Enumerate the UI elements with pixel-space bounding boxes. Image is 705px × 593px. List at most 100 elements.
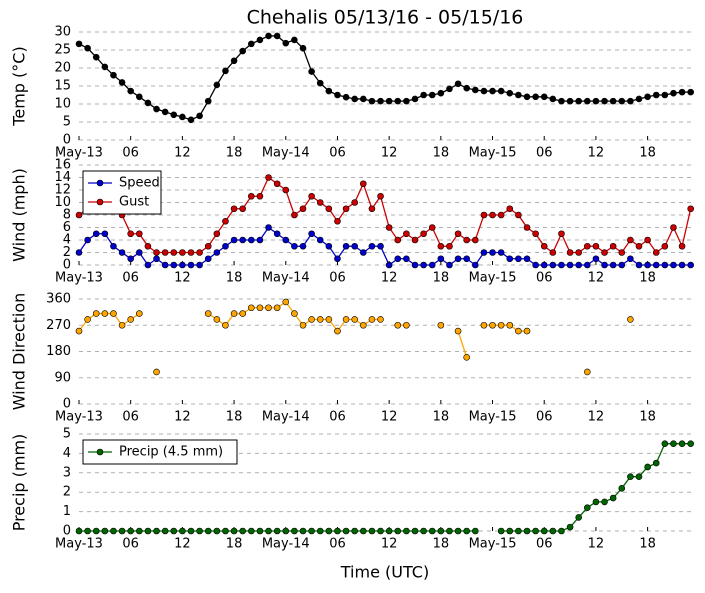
data-point: [308, 527, 315, 535]
data-point: [256, 527, 264, 535]
data-point: [118, 249, 126, 256]
data-point: [454, 80, 462, 88]
data-point: [584, 504, 591, 512]
data-point: [282, 186, 290, 194]
data-point: [179, 527, 186, 535]
y-axis-label: Wind Direction: [10, 293, 29, 411]
data-point: [532, 527, 539, 535]
data-point: [136, 230, 143, 238]
data-point: [282, 527, 290, 535]
data-point: [308, 68, 315, 75]
data-point: [265, 527, 272, 535]
legend-marker: [96, 198, 104, 206]
data-point: [601, 97, 608, 105]
data-point: [540, 261, 548, 269]
data-point: [549, 95, 557, 103]
data-point: [420, 527, 427, 535]
x-tick-label: May-14: [262, 537, 310, 552]
data-point: [428, 91, 436, 99]
data-point: [558, 527, 565, 535]
data-point: [299, 205, 307, 213]
data-point: [523, 93, 531, 101]
data-point: [540, 527, 548, 535]
data-point: [265, 304, 272, 312]
data-point: [506, 255, 514, 263]
data-point: [222, 242, 229, 250]
y-tick-label: 2: [63, 485, 71, 500]
data-point: [118, 321, 126, 329]
x-axis-label: Time (UTC): [340, 563, 429, 582]
data-point: [187, 249, 195, 256]
data-point: [385, 261, 393, 269]
data-point: [110, 242, 117, 250]
data-point: [635, 473, 643, 480]
data-point: [472, 527, 479, 535]
data-point: [75, 527, 83, 535]
data-point: [153, 105, 160, 113]
data-point: [644, 261, 651, 269]
y-axis-label: Temp (°C): [10, 46, 29, 126]
y-tick-label: 15: [54, 79, 71, 94]
data-point: [592, 242, 600, 250]
legend-marker: [96, 448, 104, 456]
data-point: [489, 249, 496, 256]
y-tick-label: 360: [46, 292, 71, 307]
data-point: [497, 527, 505, 535]
data-point: [127, 255, 134, 263]
data-point: [411, 95, 419, 103]
data-point: [420, 91, 427, 99]
data-point: [110, 310, 117, 317]
data-point: [601, 249, 608, 256]
x-tick-label: 06: [536, 271, 553, 286]
data-point: [196, 112, 203, 120]
x-tick-label: 18: [639, 410, 656, 425]
data-point: [635, 261, 643, 269]
x-tick-label: 18: [639, 146, 656, 161]
data-point: [360, 95, 367, 103]
legend-box: [82, 170, 162, 215]
y-tick-label: 5: [63, 115, 71, 130]
data-point: [652, 261, 660, 269]
data-point: [506, 205, 514, 213]
data-point: [282, 236, 290, 244]
data-point: [515, 91, 522, 99]
data-point: [334, 255, 341, 263]
data-point: [153, 249, 160, 256]
data-point: [334, 217, 341, 225]
data-point: [127, 230, 134, 238]
data-point: [299, 44, 307, 52]
data-point: [687, 205, 694, 213]
data-point: [118, 79, 126, 86]
data-point: [463, 527, 470, 535]
chart-title: Chehalis 05/13/16 - 05/15/16: [247, 7, 524, 29]
data-point: [127, 527, 134, 535]
x-tick-label: May-14: [262, 410, 310, 425]
y-tick-label: 0: [63, 258, 71, 273]
data-point: [239, 47, 246, 55]
x-tick-label: 06: [122, 537, 139, 552]
data-point: [454, 527, 462, 535]
data-point: [454, 230, 462, 238]
data-point: [644, 236, 651, 244]
data-point: [136, 93, 143, 101]
x-tick-label: May-15: [469, 271, 517, 286]
series-line: [78, 35, 691, 121]
data-point: [101, 527, 109, 535]
data-point: [282, 39, 290, 47]
data-point: [687, 440, 694, 448]
data-point: [204, 527, 212, 535]
data-point: [196, 249, 203, 256]
data-point: [635, 95, 643, 103]
x-tick-label: May-13: [55, 410, 103, 425]
data-point: [446, 85, 453, 93]
data-point: [170, 527, 178, 535]
data-point: [403, 527, 410, 535]
legend-label: Speed: [119, 176, 160, 191]
data-point: [75, 327, 83, 335]
data-point: [523, 327, 531, 335]
data-point: [497, 211, 505, 219]
data-point: [549, 527, 557, 535]
x-tick-label: 18: [433, 271, 450, 286]
data-point: [351, 316, 358, 323]
legend-marker: [96, 179, 104, 187]
